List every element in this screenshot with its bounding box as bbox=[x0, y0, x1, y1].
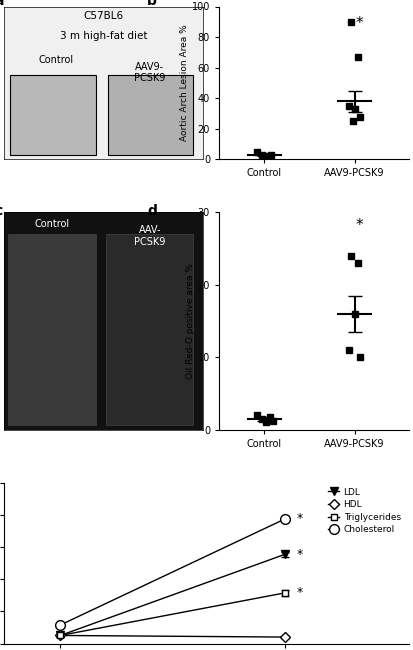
Text: a: a bbox=[0, 0, 4, 8]
Y-axis label: Oil Red-O positive area %: Oil Red-O positive area % bbox=[186, 263, 195, 379]
Text: *: * bbox=[297, 548, 303, 561]
FancyBboxPatch shape bbox=[108, 75, 194, 155]
Text: b: b bbox=[147, 0, 157, 8]
FancyBboxPatch shape bbox=[106, 234, 194, 425]
Text: Control: Control bbox=[34, 219, 69, 229]
Text: d: d bbox=[147, 203, 157, 218]
Legend: LDL, HDL, Triglycerides, Cholesterol: LDL, HDL, Triglycerides, Cholesterol bbox=[325, 484, 404, 538]
Text: AAV-
PCSK9: AAV- PCSK9 bbox=[134, 226, 165, 247]
Text: Control: Control bbox=[38, 55, 74, 66]
Text: *: * bbox=[355, 16, 363, 31]
Text: *: * bbox=[297, 586, 303, 599]
Y-axis label: Aortic Arch Lesion Area %: Aortic Arch Lesion Area % bbox=[180, 25, 189, 141]
Text: C57BL6: C57BL6 bbox=[84, 11, 124, 21]
FancyBboxPatch shape bbox=[10, 75, 96, 155]
Text: *: * bbox=[355, 218, 363, 233]
FancyBboxPatch shape bbox=[8, 234, 96, 425]
Text: *: * bbox=[297, 512, 303, 525]
Text: 3 m high-fat diet: 3 m high-fat diet bbox=[60, 31, 147, 41]
Text: AAV9-
PCSK9: AAV9- PCSK9 bbox=[134, 62, 165, 83]
Text: c: c bbox=[0, 203, 2, 218]
